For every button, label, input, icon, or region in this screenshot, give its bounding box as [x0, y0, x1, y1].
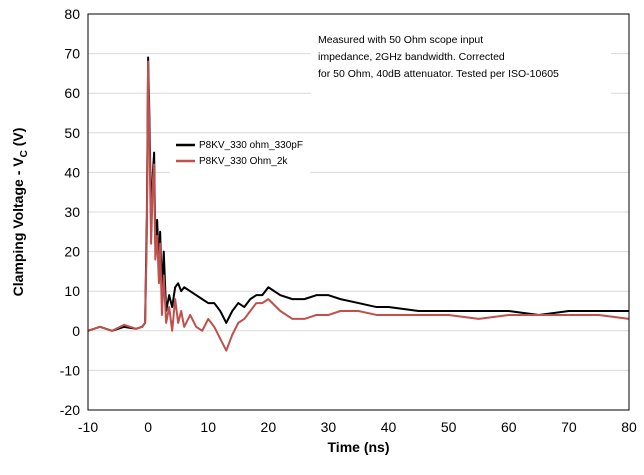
y-tick-label: -10	[60, 362, 80, 378]
x-tick-label: 50	[441, 419, 457, 435]
y-axis-title-unit: (V)	[10, 128, 26, 151]
annotation: Measured with 50 Ohm scope input impedan…	[311, 28, 611, 94]
series-line-1	[87, 56, 629, 332]
plot-area-border	[87, 13, 630, 411]
annotation-line-2: impedance, 2GHz bandwidth. Corrected	[318, 51, 505, 63]
y-tick-label: 80	[64, 6, 80, 22]
legend: P8KV_330 ohm_330pF P8KV_330 Ohm_2k	[170, 134, 310, 174]
y-tick-label: 30	[64, 204, 80, 220]
y-tick-label: 0	[72, 323, 80, 339]
x-tick-label: 0	[144, 419, 152, 435]
y-tick-label: 70	[64, 46, 80, 62]
series-layer	[87, 56, 630, 352]
y-tick-label: 10	[64, 283, 80, 299]
y-axis-title-subscript: C	[19, 150, 30, 157]
gridlines	[88, 53, 629, 371]
x-tick-label: -10	[78, 419, 98, 435]
x-tick-label: 30	[321, 419, 337, 435]
y-tick-label: 50	[64, 125, 80, 141]
y-tick-label: 60	[64, 85, 80, 101]
annotation-line-1: Measured with 50 Ohm scope input	[318, 34, 483, 46]
annotation-line-3: for 50 Ohm, 40dB attenuator. Tested per …	[318, 68, 559, 80]
y-tick-label: 40	[64, 164, 80, 180]
y-tick-label: 20	[64, 244, 80, 260]
x-tick-label: 10	[200, 419, 216, 435]
x-tick-label: 40	[381, 419, 397, 435]
y-axis-title: Clamping Voltage - VC (V)	[10, 128, 30, 297]
legend-label-series-2: P8KV_330 Ohm_2k	[199, 156, 288, 167]
series-line-2	[87, 60, 630, 352]
x-axis-title: Time (ns)	[328, 439, 390, 455]
legend-box	[170, 134, 310, 174]
x-tick-label: 80	[621, 419, 637, 435]
legend-label-series-1: P8KV_330 ohm_330pF	[199, 140, 303, 151]
x-tick-label: 20	[261, 419, 277, 435]
x-tick-label: 70	[561, 419, 577, 435]
y-tick-label: -20	[60, 402, 80, 418]
annotation-box	[311, 28, 611, 94]
x-tick-label: 60	[501, 419, 517, 435]
y-axis-title-main: Clamping Voltage - V	[10, 157, 26, 297]
